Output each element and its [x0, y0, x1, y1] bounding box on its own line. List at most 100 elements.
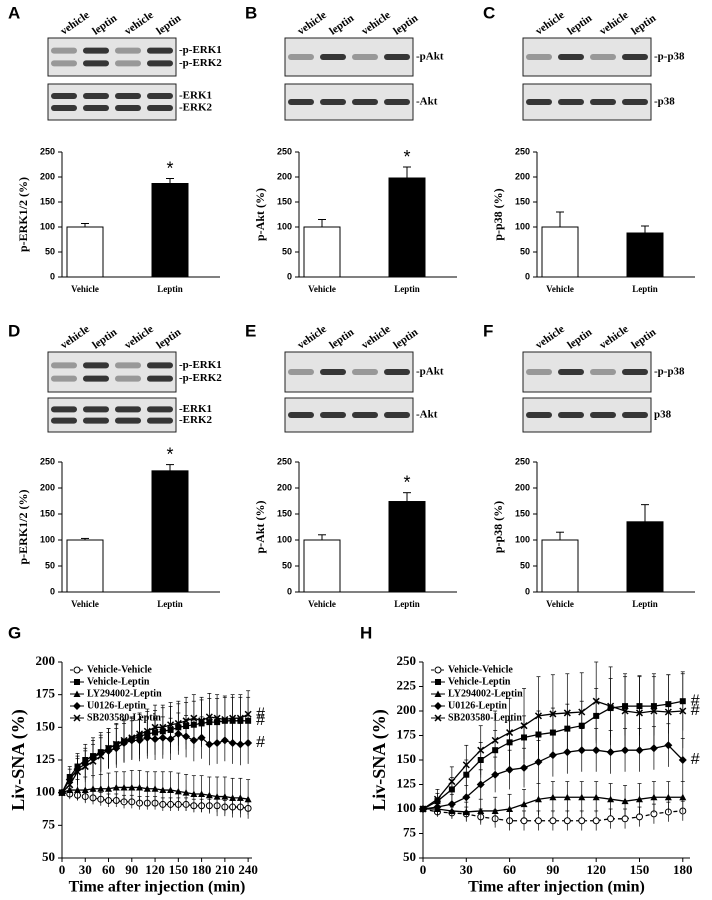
blot-band	[384, 369, 410, 375]
x-tick-label: 120	[145, 862, 165, 877]
y-tick-label: 150	[40, 196, 55, 206]
marker	[58, 789, 66, 797]
y-tick-label: 50	[282, 246, 292, 256]
lane-label: leptin	[154, 326, 183, 351]
marker	[244, 710, 252, 718]
x-tick-label: 180	[673, 862, 693, 877]
marker	[433, 795, 441, 803]
marker	[592, 817, 600, 825]
marker	[182, 717, 190, 725]
panel-letter: B	[245, 3, 257, 22]
band-label: -ERK1	[179, 403, 212, 415]
y-tick-label: 250	[277, 456, 292, 466]
blot-band	[83, 93, 109, 99]
marker	[74, 786, 82, 794]
panel-letter: C	[483, 3, 495, 22]
blot-band	[147, 417, 173, 424]
marker	[621, 746, 630, 755]
marker	[136, 783, 144, 791]
marker	[506, 805, 514, 812]
marker	[549, 710, 557, 718]
marker	[112, 740, 120, 748]
legend-label: LY294002-Leptin	[448, 688, 523, 699]
marker	[205, 740, 214, 749]
blot	[522, 37, 652, 77]
y-tick-label: 250	[40, 146, 55, 156]
lane-label: vehicle	[597, 323, 631, 351]
band-label: -p-ERK1	[179, 359, 222, 371]
y-tick-label: 150	[515, 196, 530, 206]
legend-label: Vehicle-Leptin	[448, 676, 511, 687]
marker	[462, 761, 470, 769]
blot	[47, 351, 177, 393]
marker	[128, 783, 136, 791]
marker	[128, 734, 136, 742]
y-tick-label: 150	[40, 508, 55, 518]
x-tick-label: 210	[215, 862, 235, 877]
y-tick-label: 150	[277, 196, 292, 206]
blot	[522, 83, 652, 121]
significance-mark: *	[166, 158, 173, 178]
marker	[520, 763, 529, 772]
blot	[284, 397, 414, 433]
blot-band	[147, 375, 173, 382]
y-tick-label: 125	[36, 751, 56, 766]
y-tick-label: 75	[403, 824, 417, 839]
marker	[174, 719, 182, 727]
blot-band	[51, 417, 77, 424]
blot-band	[352, 99, 378, 105]
bar	[388, 501, 426, 593]
marker	[621, 707, 629, 715]
lane-label: leptin	[327, 326, 356, 351]
significance-mark: #	[691, 751, 700, 768]
band-label: -p-p38	[654, 366, 685, 378]
marker	[534, 795, 542, 803]
blot-band	[384, 412, 410, 418]
x-tick-label: Leptin	[632, 284, 658, 294]
marker	[549, 793, 557, 801]
marker	[120, 736, 128, 744]
y-tick-label: 50	[45, 246, 55, 256]
marker	[244, 795, 252, 803]
marker	[97, 752, 105, 760]
y-tick-label: 200	[515, 482, 530, 492]
y-tick-label: 250	[397, 653, 417, 668]
x-tick-label: 150	[169, 862, 189, 877]
blot-band	[83, 406, 109, 413]
marker	[679, 707, 687, 715]
lane-label: leptin	[391, 12, 420, 37]
marker	[143, 727, 151, 735]
y-axis-label: p-Akt (%)	[253, 500, 267, 553]
y-tick-label: 175	[397, 726, 417, 741]
marker	[520, 722, 528, 730]
marker	[607, 795, 615, 803]
lane-label: vehicle	[533, 9, 567, 37]
x-tick-label: 0	[420, 862, 427, 877]
x-tick-label: 150	[630, 862, 650, 877]
band-label: -pAkt	[416, 366, 444, 378]
blot-band	[51, 105, 77, 111]
x-tick-label: 30	[79, 862, 92, 877]
y-tick-label: 75	[42, 816, 56, 831]
y-tick-label: 50	[42, 849, 55, 864]
marker	[221, 793, 229, 800]
blot-band	[352, 54, 378, 60]
y-tick-label: 50	[403, 849, 416, 864]
blot-band	[320, 54, 346, 60]
marker	[190, 714, 198, 722]
blot-band	[288, 99, 314, 105]
y-tick-label: 200	[397, 702, 417, 717]
blot-band	[320, 412, 346, 418]
x-axis-label: Time after injection (min)	[468, 879, 645, 896]
legend-label: SB203580-Leptin	[448, 712, 522, 723]
bar	[66, 226, 104, 278]
y-tick-label: 200	[40, 482, 55, 492]
marker	[477, 807, 485, 814]
blot-band	[83, 60, 109, 67]
y-tick-label: 150	[397, 751, 417, 766]
lane-label: leptin	[391, 326, 420, 351]
lane-label: leptin	[90, 12, 119, 37]
marker	[73, 768, 82, 776]
blot-frame	[47, 351, 177, 393]
x-tick-label: 30	[460, 862, 473, 877]
